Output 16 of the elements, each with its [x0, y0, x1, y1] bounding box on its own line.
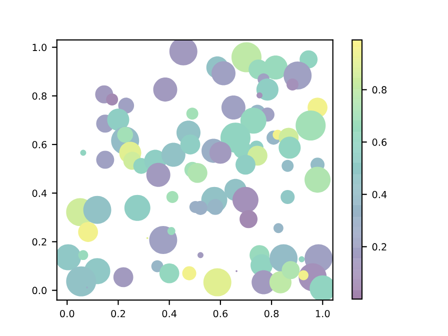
- x-tick-label: 0.2: [111, 310, 125, 318]
- y-tick-label: 0.2: [32, 238, 46, 246]
- color-bar-label: 0.2: [372, 243, 386, 251]
- color-bar-label: 0.8: [372, 86, 387, 94]
- y-tick-label: 0.0: [32, 286, 47, 294]
- color-bar-label: 0.6: [372, 138, 387, 146]
- x-tick-label: 1.0: [316, 310, 330, 318]
- color-bar-label: 0.4: [372, 190, 387, 198]
- y-tick-label: 1.0: [32, 44, 47, 52]
- x-tick-label: 0.8: [264, 310, 279, 318]
- x-tick-label: 0.6: [213, 310, 228, 318]
- y-tick-label: 0.4: [32, 190, 47, 197]
- y-tick-label: 0.6: [32, 140, 47, 148]
- y-tick-label: 0.8: [32, 92, 47, 100]
- x-tick-label: 0.0: [60, 310, 74, 318]
- x-tick-label: 0.4: [162, 310, 177, 318]
